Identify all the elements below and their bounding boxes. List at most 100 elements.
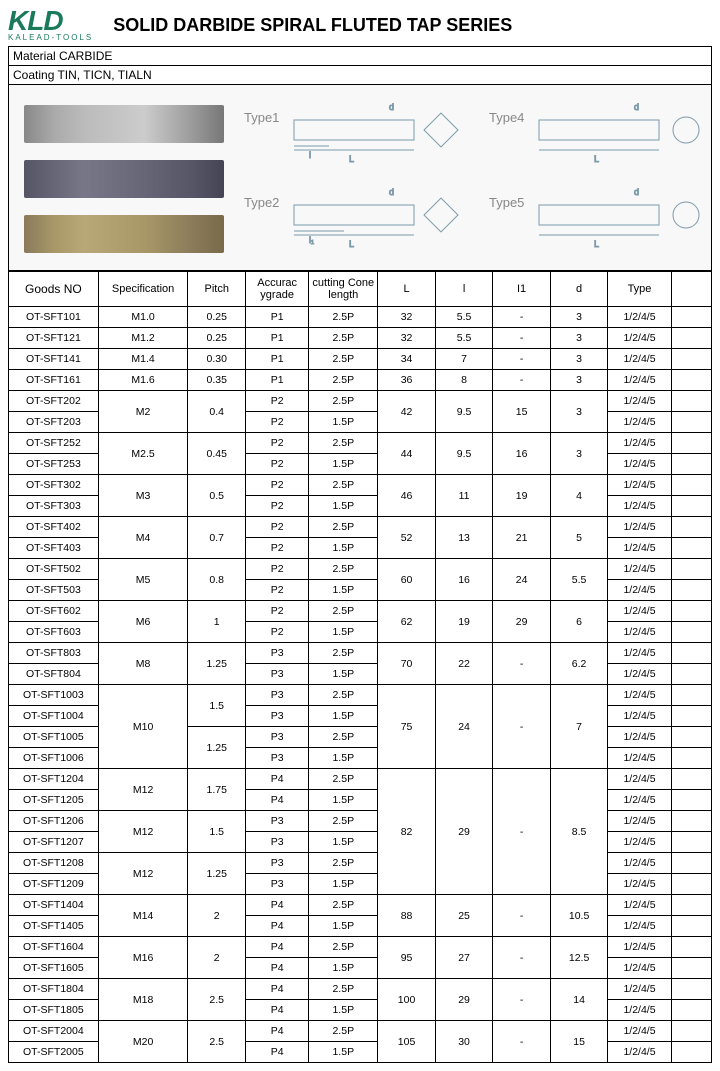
table-cell: 19 <box>435 601 493 643</box>
tap-photo-2 <box>24 160 224 198</box>
table-cell: 15 <box>550 1021 608 1063</box>
table-cell <box>671 454 711 475</box>
table-cell: 2.5P <box>309 895 378 916</box>
table-cell <box>671 517 711 538</box>
table-cell: 7 <box>435 349 493 370</box>
table-cell: 1/2/4/5 <box>608 748 671 769</box>
table-cell: 2 <box>188 937 246 979</box>
table-cell: 32 <box>378 307 436 328</box>
spec-table: Goods NO Specification Pitch Accurac ygr… <box>8 271 712 1063</box>
table-cell <box>671 433 711 454</box>
table-cell: P2 <box>245 412 308 433</box>
table-cell: P2 <box>245 433 308 454</box>
table-cell: OT-SFT1209 <box>9 874 99 895</box>
table-cell: 22 <box>435 643 493 685</box>
table-cell: 1.5P <box>309 874 378 895</box>
table-cell <box>671 538 711 559</box>
table-cell: 1/2/4/5 <box>608 433 671 454</box>
table-cell: - <box>493 769 551 895</box>
table-cell: M1.2 <box>98 328 188 349</box>
table-cell: 29 <box>493 601 551 643</box>
table-cell: P3 <box>245 874 308 895</box>
table-cell: - <box>493 328 551 349</box>
table-row: OT-SFT402M40.7P22.5P52132151/2/4/5 <box>9 517 712 538</box>
table-cell: P1 <box>245 349 308 370</box>
table-cell: 0.4 <box>188 391 246 433</box>
th-acc: Accurac ygrade <box>245 272 308 307</box>
table-cell: P2 <box>245 475 308 496</box>
type1-label: Type1 <box>244 110 279 125</box>
table-cell: OT-SFT101 <box>9 307 99 328</box>
table-cell: P3 <box>245 727 308 748</box>
table-cell: 100 <box>378 979 436 1021</box>
table-cell: 2.5P <box>309 727 378 748</box>
table-cell: 1/2/4/5 <box>608 643 671 664</box>
th-pitch: Pitch <box>188 272 246 307</box>
table-cell: 1/2/4/5 <box>608 916 671 937</box>
table-cell: 2.5P <box>309 769 378 790</box>
table-cell: 1.5 <box>188 685 246 727</box>
type4-label: Type4 <box>489 110 524 125</box>
table-row: OT-SFT602M61P22.5P62192961/2/4/5 <box>9 601 712 622</box>
table-cell: 1.5P <box>309 580 378 601</box>
table-cell: 2.5P <box>309 517 378 538</box>
table-cell: 1/2/4/5 <box>608 601 671 622</box>
table-cell: 1/2/4/5 <box>608 1000 671 1021</box>
table-cell: OT-SFT253 <box>9 454 99 475</box>
table-cell: 1/2/4/5 <box>608 811 671 832</box>
table-cell: - <box>493 643 551 685</box>
table-cell: M18 <box>98 979 188 1021</box>
table-cell: 2.5P <box>309 433 378 454</box>
material-line: Material CARBIDE <box>8 46 712 66</box>
table-cell <box>671 643 711 664</box>
table-cell <box>671 811 711 832</box>
table-cell: - <box>493 349 551 370</box>
table-cell: - <box>493 979 551 1021</box>
logo-sub: KALEAD-TOOLS <box>8 33 93 42</box>
table-row: OT-SFT1204M121.75P42.5P8229-8.51/2/4/5 <box>9 769 712 790</box>
diagram-area: Type1 Type2 Type4 Type5 L l d L l₁ d L d <box>8 85 712 271</box>
table-cell: P2 <box>245 391 308 412</box>
table-cell <box>671 1021 711 1042</box>
table-cell: 1.25 <box>188 643 246 685</box>
table-cell: OT-SFT1003 <box>9 685 99 706</box>
table-cell: M2 <box>98 391 188 433</box>
table-cell: 2.5P <box>309 643 378 664</box>
table-cell: 1/2/4/5 <box>608 958 671 979</box>
table-cell: 2.5P <box>309 1021 378 1042</box>
table-cell <box>671 832 711 853</box>
table-cell: 0.7 <box>188 517 246 559</box>
table-cell: 6.2 <box>550 643 608 685</box>
table-cell: M8 <box>98 643 188 685</box>
table-cell: 10.5 <box>550 895 608 937</box>
table-cell: 12.5 <box>550 937 608 979</box>
table-cell: 1.5P <box>309 622 378 643</box>
table-cell: P4 <box>245 1021 308 1042</box>
table-cell: P2 <box>245 454 308 475</box>
table-cell: P1 <box>245 328 308 349</box>
table-cell <box>671 496 711 517</box>
table-cell: 9.5 <box>435 433 493 475</box>
table-cell: M6 <box>98 601 188 643</box>
table-cell: 34 <box>378 349 436 370</box>
table-cell <box>671 769 711 790</box>
table-cell <box>671 853 711 874</box>
th-spec: Specification <box>98 272 188 307</box>
table-cell: 1/2/4/5 <box>608 559 671 580</box>
table-cell <box>671 895 711 916</box>
table-cell: - <box>493 307 551 328</box>
table-cell: 70 <box>378 643 436 685</box>
table-cell: OT-SFT121 <box>9 328 99 349</box>
table-cell: 27 <box>435 937 493 979</box>
table-cell: P4 <box>245 916 308 937</box>
table-cell: 2.5P <box>309 328 378 349</box>
table-cell: 0.25 <box>188 328 246 349</box>
table-cell: 1/2/4/5 <box>608 580 671 601</box>
table-cell: 1.5P <box>309 916 378 937</box>
table-cell: 2.5 <box>188 1021 246 1063</box>
table-cell: 1.5P <box>309 1042 378 1063</box>
table-cell: 2.5P <box>309 307 378 328</box>
table-cell: OT-SFT1805 <box>9 1000 99 1021</box>
table-cell: 36 <box>378 370 436 391</box>
table-cell: OT-SFT603 <box>9 622 99 643</box>
